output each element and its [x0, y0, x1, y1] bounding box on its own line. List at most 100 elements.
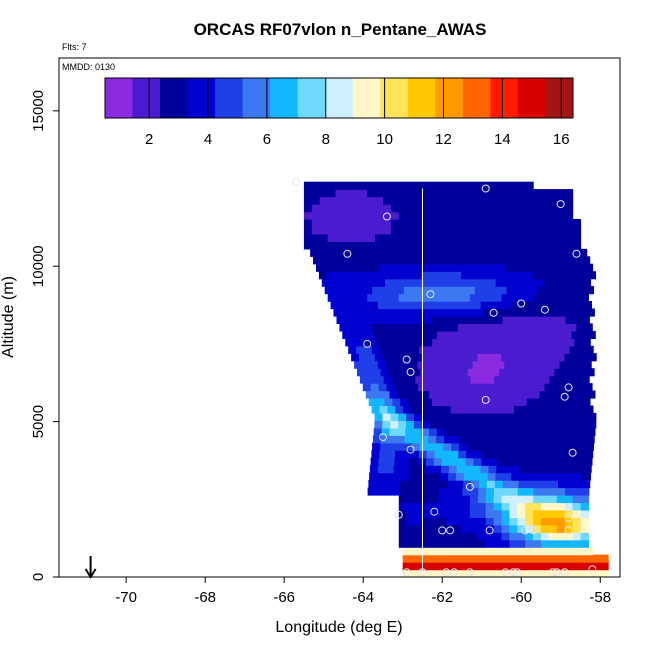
heatmap-cell — [466, 405, 475, 414]
heatmap-cell — [541, 226, 550, 235]
heatmap-cell — [396, 308, 406, 317]
heatmap-cell — [454, 241, 463, 250]
heatmap-cell — [462, 487, 471, 496]
heatmap-cell — [584, 457, 593, 466]
heatmap-cell — [343, 189, 352, 198]
heatmap-cell — [522, 345, 531, 354]
heatmap-cell — [330, 301, 340, 310]
heatmap-cell — [475, 308, 485, 317]
colorbar-frame — [104, 77, 574, 119]
heatmap-cell — [474, 345, 484, 354]
heatmap-cell — [467, 442, 476, 451]
heatmap-cell — [551, 465, 561, 474]
sample-point — [481, 395, 490, 404]
y-tick-label: 15000 — [30, 90, 47, 132]
heatmap-cell — [520, 457, 530, 466]
heatmap-cell — [373, 308, 382, 317]
heatmap-cell — [373, 330, 383, 339]
heatmap-cell — [325, 248, 335, 257]
heatmap-cell — [572, 293, 582, 302]
heatmap-cell — [371, 263, 380, 272]
heatmap-cell — [582, 338, 591, 347]
heatmap-cell — [484, 427, 493, 436]
sample-point — [568, 448, 577, 457]
heatmap-cell — [463, 398, 472, 407]
heatmap-cell — [471, 338, 481, 347]
y-axis-label: Altitude (m) — [0, 276, 17, 358]
heatmap-cell — [509, 196, 518, 205]
heatmap-cell — [501, 233, 510, 242]
heatmap-cell — [454, 293, 463, 302]
heatmap-cell — [474, 286, 484, 295]
heatmap-cell — [498, 345, 507, 354]
heatmap-cell — [472, 301, 482, 310]
heatmap-cell — [415, 315, 424, 324]
heatmap-cell — [549, 315, 559, 324]
heatmap-cell — [423, 256, 433, 265]
heatmap-cell — [577, 286, 587, 295]
heatmap-cell — [327, 196, 337, 205]
heatmap-cell — [552, 554, 562, 563]
heatmap-cell — [430, 532, 439, 541]
heatmap-cell — [537, 450, 546, 459]
heatmap-cell — [526, 315, 535, 324]
heatmap-cell — [587, 420, 597, 429]
heatmap-cell — [480, 360, 489, 369]
heatmap-cell — [319, 241, 329, 250]
heatmap-cell — [375, 219, 384, 228]
heatmap-cell — [577, 442, 587, 451]
heatmap-cell — [364, 286, 373, 295]
heatmap-cell — [565, 375, 574, 384]
heatmap-cell — [532, 330, 541, 339]
heatmap-cell — [335, 241, 344, 250]
heatmap-cell — [425, 465, 434, 474]
heatmap-cell — [426, 405, 436, 414]
heatmap-cell — [459, 368, 469, 377]
heatmap-cell — [541, 375, 551, 384]
heatmap-cell — [448, 472, 457, 481]
heatmap-cell — [493, 211, 503, 220]
heatmap-cell — [434, 405, 444, 414]
heatmap-cell — [469, 420, 478, 429]
heatmap-cell — [570, 248, 580, 257]
heatmap-cell — [573, 256, 583, 265]
heatmap-cell — [484, 390, 493, 399]
heatmap-cell — [509, 509, 518, 518]
heatmap-cell — [546, 442, 555, 451]
heatmap-cell — [365, 390, 375, 399]
heatmap-cell — [311, 196, 321, 205]
heatmap-cell — [556, 219, 566, 228]
heatmap-cell — [465, 569, 475, 578]
heatmap-cell — [360, 256, 369, 265]
heatmap-cell — [343, 219, 352, 228]
heatmap-cell — [555, 330, 565, 339]
heatmap-cell — [390, 196, 400, 205]
heatmap-cell — [487, 472, 497, 481]
heatmap-cell — [444, 435, 453, 444]
heatmap-cell — [485, 181, 495, 190]
heatmap-cell — [548, 219, 558, 228]
heatmap-cell — [564, 353, 573, 362]
heatmap-cell — [546, 368, 556, 377]
heatmap-cell — [478, 375, 487, 384]
heatmap-cell — [480, 301, 490, 310]
heatmap-cell — [462, 524, 471, 533]
heatmap-cell — [343, 293, 352, 302]
heatmap-cell — [369, 472, 378, 481]
heatmap-cell — [359, 353, 368, 362]
heatmap-cell — [367, 196, 376, 205]
heatmap-cell — [454, 196, 463, 205]
heatmap-cell — [470, 315, 480, 324]
heatmap-cell — [409, 301, 419, 310]
heatmap-cell — [576, 323, 585, 332]
heatmap-cell — [406, 219, 416, 228]
heatmap-cell — [504, 301, 513, 310]
heatmap-cell — [553, 450, 562, 459]
heatmap-cell — [525, 532, 534, 541]
heatmap-cell — [367, 219, 376, 228]
heatmap-cell — [411, 405, 420, 414]
heatmap-cell — [398, 241, 408, 250]
heatmap-cell — [380, 442, 389, 451]
heatmap-cell — [383, 189, 392, 198]
heatmap-cell — [541, 517, 550, 526]
